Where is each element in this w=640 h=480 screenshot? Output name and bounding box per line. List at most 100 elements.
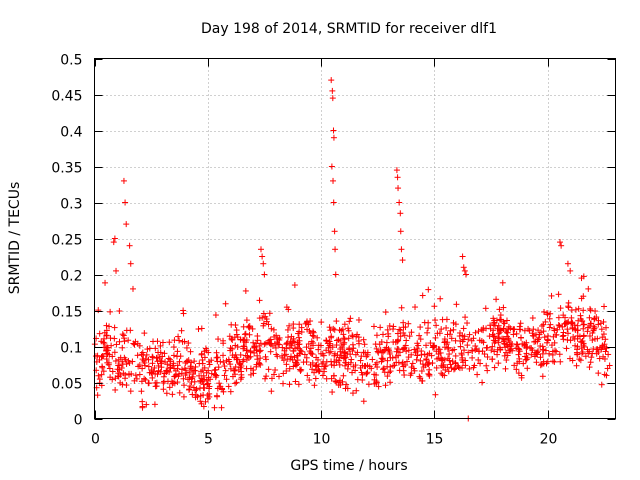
data-point — [315, 342, 322, 349]
data-point — [257, 361, 264, 368]
data-point — [579, 348, 586, 355]
data-point — [297, 367, 304, 374]
data-point — [374, 348, 381, 355]
data-point — [489, 356, 496, 363]
data-point — [296, 337, 303, 344]
data-point — [274, 339, 281, 346]
data-point — [580, 307, 587, 314]
data-point — [396, 199, 403, 206]
data-point — [426, 366, 433, 373]
data-point — [292, 378, 299, 385]
data-point — [502, 328, 509, 335]
data-point — [261, 271, 268, 278]
data-point — [335, 382, 342, 389]
data-point — [440, 361, 447, 368]
data-point — [360, 398, 367, 405]
data-point — [554, 326, 561, 333]
data-point — [272, 366, 279, 373]
data-point — [350, 363, 357, 370]
data-point — [160, 386, 167, 393]
data-point — [129, 358, 136, 365]
data-point — [161, 350, 168, 357]
data-point — [341, 354, 348, 361]
data-point — [503, 357, 510, 364]
data-point — [572, 306, 579, 313]
data-point — [333, 378, 340, 385]
data-point — [565, 304, 572, 311]
data-point — [139, 349, 146, 356]
data-point — [330, 325, 337, 332]
data-point — [111, 349, 118, 356]
data-point — [254, 356, 261, 363]
data-point — [591, 335, 598, 342]
data-point — [434, 330, 441, 337]
data-point — [599, 334, 606, 341]
data-point — [462, 314, 469, 321]
data-point — [323, 358, 330, 365]
data-point — [303, 344, 310, 351]
data-point — [589, 329, 596, 336]
data-point — [559, 333, 566, 340]
data-point — [354, 331, 361, 338]
data-point — [274, 353, 281, 360]
data-point — [471, 362, 478, 369]
data-point — [466, 365, 473, 372]
data-point — [417, 324, 424, 331]
data-point — [453, 301, 460, 308]
data-point — [602, 336, 609, 343]
data-point — [115, 362, 122, 369]
data-point — [94, 392, 101, 399]
data-point — [234, 356, 241, 363]
data-point — [174, 348, 181, 355]
data-point — [182, 359, 189, 366]
data-point — [380, 366, 387, 373]
data-point — [404, 358, 411, 365]
data-point — [373, 379, 380, 386]
data-point — [187, 365, 194, 372]
data-point — [500, 318, 507, 325]
data-point — [294, 357, 301, 364]
data-point — [598, 381, 605, 388]
data-point — [371, 371, 378, 378]
data-point — [396, 367, 403, 374]
data-point — [386, 322, 393, 329]
y-tick-label: 0.2 — [60, 269, 82, 285]
data-point — [287, 353, 294, 360]
data-point — [452, 360, 459, 367]
data-point — [311, 382, 318, 389]
data-point — [219, 386, 226, 393]
y-tick-label: 0.3 — [60, 197, 82, 213]
data-point — [533, 359, 540, 366]
data-point — [560, 329, 567, 336]
data-point — [445, 368, 452, 375]
data-point — [185, 386, 192, 393]
data-point — [600, 331, 607, 338]
data-point — [307, 318, 314, 325]
data-point — [198, 368, 205, 375]
data-point — [568, 320, 575, 327]
data-point — [260, 320, 267, 327]
data-point — [328, 333, 335, 340]
data-point — [601, 371, 608, 378]
data-point — [399, 359, 406, 366]
data-point — [499, 279, 506, 286]
data-point — [187, 383, 194, 390]
data-point — [228, 321, 235, 328]
data-point — [523, 350, 530, 357]
data-point — [492, 337, 499, 344]
data-point — [505, 335, 512, 342]
data-point — [364, 369, 371, 376]
data-point — [144, 346, 151, 353]
data-point — [139, 365, 146, 372]
data-point — [260, 310, 267, 317]
data-point — [349, 332, 356, 339]
data-point — [538, 361, 545, 368]
data-point — [289, 356, 296, 363]
data-point — [574, 332, 581, 339]
data-point — [359, 377, 366, 384]
data-point — [395, 185, 402, 192]
data-point — [575, 305, 582, 312]
data-point — [108, 342, 115, 349]
data-point — [340, 355, 347, 362]
data-point — [590, 326, 597, 333]
